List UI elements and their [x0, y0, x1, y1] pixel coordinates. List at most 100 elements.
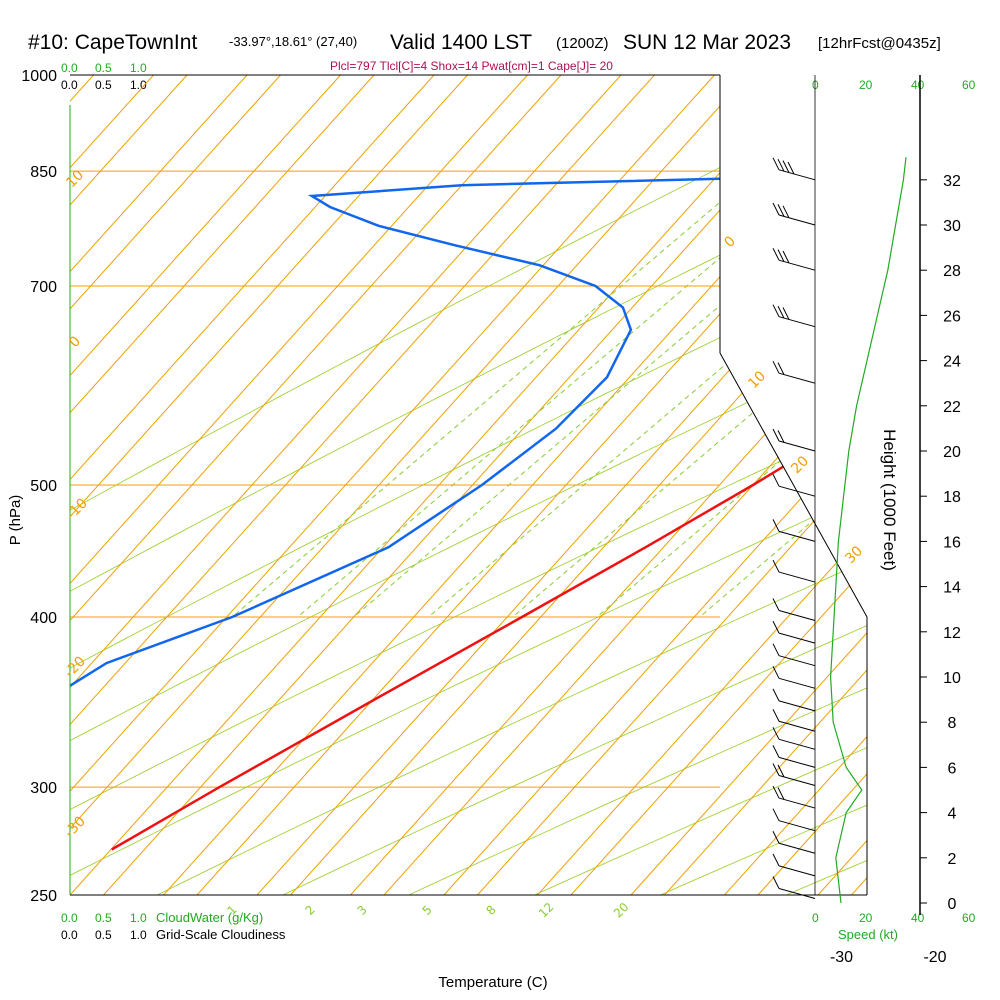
- wind-barb-staff: [778, 440, 816, 452]
- wind-barb-staff: [778, 632, 816, 644]
- wind-barb: [772, 727, 816, 750]
- wind-barb-staff: [778, 169, 816, 181]
- speed-top-20: 20: [859, 78, 873, 92]
- speed-top-0: 0: [812, 78, 819, 92]
- height-tick-label: 20: [943, 444, 961, 461]
- wind-barb-flag: [772, 853, 780, 867]
- height-tick-label: 32: [943, 173, 961, 190]
- wind-barb: [772, 709, 816, 732]
- wind-barb-flag: [777, 787, 785, 800]
- height-axis-title: Height (1000 Feet): [880, 429, 899, 571]
- wind-barb-flag: [772, 763, 780, 776]
- temperature-tick-label: -30: [830, 949, 853, 966]
- wind-barb-flag: [787, 161, 795, 175]
- pressure-tick-label: 850: [30, 164, 57, 181]
- height-tick-label: 18: [943, 489, 961, 506]
- x-axis-title: Temperature (C): [438, 974, 547, 991]
- height-tick-label: 24: [943, 354, 961, 371]
- height-tick-label: 26: [943, 308, 961, 325]
- station-coords: -33.97°,18.61° (27,40): [229, 34, 357, 49]
- cloud-bot-0: 0.0: [61, 928, 78, 942]
- isotherm-cross-line: [70, 75, 248, 895]
- wind-barb-flag: [772, 519, 780, 532]
- wind-barb-flag: [772, 304, 780, 317]
- wind-barb-flag: [777, 362, 785, 375]
- cloud-bot-1: 1.0: [130, 928, 147, 942]
- wind-barb: [772, 202, 816, 226]
- speed-top-40: 40: [911, 78, 925, 92]
- height-tick-label: 8: [948, 715, 957, 732]
- wind-barb-staff: [778, 372, 816, 384]
- cloud-top-1: 1.0: [130, 78, 147, 92]
- forecast-date: SUN 12 Mar 2023: [623, 31, 791, 54]
- wind-barb-staff: [778, 259, 816, 271]
- wind-barb: [772, 519, 816, 542]
- cw-bot-0: 0.0: [61, 911, 78, 925]
- wind-barb-flag: [772, 360, 780, 374]
- wind-barb: [772, 247, 816, 271]
- wind-barb: [772, 620, 816, 644]
- wind-barb-staff: [778, 865, 816, 877]
- wind-barb-flag: [777, 764, 785, 778]
- wind-barb: [772, 304, 816, 328]
- forecast-info: [12hrFcst@0435z]: [818, 35, 941, 52]
- wind-barb-staff: [778, 700, 816, 712]
- wind-barb: [772, 559, 816, 583]
- wind-barb-staff: [778, 485, 816, 497]
- wind-barb-staff: [778, 820, 816, 832]
- wind-barb-flag: [772, 745, 780, 758]
- wind-barb: [772, 598, 816, 621]
- wind-barb-staff: [778, 610, 816, 621]
- wind-barb-flag: [777, 204, 785, 217]
- wind-barb-staff: [778, 571, 816, 583]
- wind-barb-staff: [778, 842, 816, 854]
- wind-barb: [772, 745, 816, 768]
- wind-speed-line: [829, 157, 907, 904]
- temperature-tick-label: -20: [923, 949, 946, 966]
- height-tick-label: 6: [948, 760, 957, 777]
- wind-barb-flag: [772, 559, 780, 573]
- wind-barb-flag: [782, 307, 790, 320]
- wind-barb-flag: [772, 727, 780, 740]
- isotherm-cross-line: [724, 75, 867, 895]
- height-tick-label: 0: [948, 896, 957, 913]
- dry-adiabat-line: [282, 75, 867, 895]
- pressure-tick-label: 250: [30, 888, 57, 905]
- wind-barb-staff: [778, 655, 816, 667]
- isotherm-line: [70, 75, 375, 895]
- wind-barb-flag: [772, 876, 780, 889]
- cloud-top-0: 0.0: [61, 78, 78, 92]
- isotherm-cross-line: [70, 75, 435, 895]
- wind-barb: [772, 785, 816, 809]
- wind-barb: [772, 428, 816, 452]
- speed-bot-20: 20: [859, 911, 873, 925]
- wind-barb-flag: [772, 473, 780, 487]
- wind-barb-flag: [772, 831, 780, 844]
- speed-axis-label: Speed (kt): [838, 927, 898, 942]
- wind-barb: [772, 763, 816, 786]
- speed-bot-60: 60: [962, 911, 976, 925]
- wind-barb-staff: [778, 797, 816, 809]
- isotherm-cross-line: [537, 75, 867, 895]
- cw-top-0: 0.0: [61, 61, 78, 75]
- wind-barb-staff: [778, 774, 816, 786]
- wind-barb-flag: [772, 709, 780, 722]
- wind-barb-flag: [772, 157, 780, 171]
- wind-barb-staff: [778, 720, 816, 732]
- speed-top-60: 60: [962, 78, 976, 92]
- height-tick-label: 30: [943, 218, 961, 235]
- pressure-tick-label: 400: [30, 610, 57, 627]
- dewpoint-series-line: [70, 75, 867, 851]
- cw-top-1: 1.0: [130, 61, 147, 75]
- wind-barb-flag: [772, 247, 780, 261]
- wind-barb-staff: [778, 316, 816, 328]
- wind-barb: [772, 666, 816, 689]
- cloudiness-label: Grid-Scale Cloudiness: [156, 927, 286, 942]
- wind-barb-flag: [772, 643, 780, 656]
- mixing-ratio-line: [596, 75, 867, 618]
- height-tick-label: 4: [948, 806, 957, 823]
- pressure-tick-label: 500: [30, 478, 57, 495]
- height-tick-label: 12: [943, 625, 961, 642]
